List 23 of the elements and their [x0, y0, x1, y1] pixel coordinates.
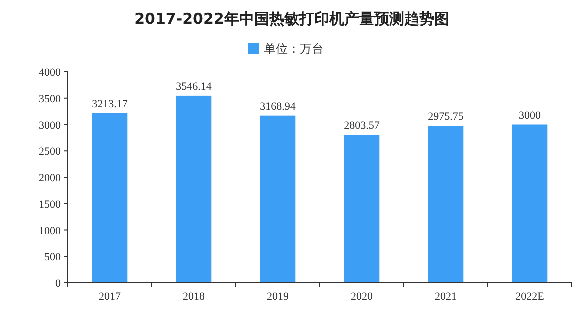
y-tick-label: 3000: [39, 120, 62, 132]
chart-title: 2017-2022年中国热敏打印机产量预测趋势图: [134, 10, 450, 28]
y-tick-label: 0: [56, 278, 62, 290]
y-tick-label: 3500: [39, 93, 62, 106]
y-tick-label: 1000: [39, 225, 62, 238]
data-label: 3168.94: [260, 100, 296, 113]
x-tick-label: 2020: [351, 291, 374, 303]
y-tick-label: 500: [44, 252, 62, 264]
data-label: 3546.14: [176, 80, 212, 93]
x-tick-label: 2017: [99, 291, 122, 303]
y-tick-label: 4000: [39, 67, 62, 79]
legend-label: 单位：万台: [264, 42, 324, 56]
y-tick-label: 2000: [39, 172, 62, 184]
data-label: 3000: [519, 110, 542, 122]
x-tick-label: 2018: [183, 291, 206, 303]
x-tick-label: 2019: [267, 291, 290, 303]
x-tick-label: 2022E: [516, 291, 545, 303]
y-tick-label: 2500: [39, 146, 62, 158]
data-label: 2975.75: [428, 111, 464, 124]
x-tick-label: 2021: [435, 291, 457, 303]
data-label: 3213.17: [92, 98, 128, 111]
data-label: 2803.57: [344, 120, 380, 132]
y-tick-label: 1500: [39, 198, 62, 211]
